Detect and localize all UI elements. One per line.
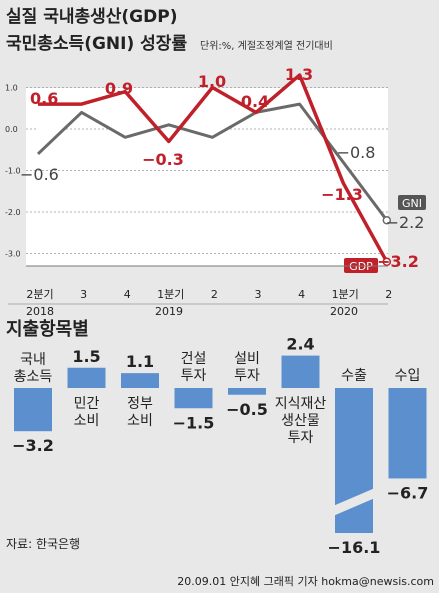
- bar-value-label: 1.5: [72, 347, 100, 366]
- bar-value-label: −3.2: [12, 436, 54, 455]
- bar-value-label: −0.5: [226, 400, 268, 419]
- gdp-data-label: 0.9: [105, 79, 133, 98]
- bar-value-label: −1.5: [173, 413, 215, 432]
- bar-category-label: 소비: [127, 413, 153, 429]
- bar: [121, 373, 159, 388]
- x-tick-label: 4: [298, 288, 305, 301]
- gni-data-label: −0.6: [20, 165, 59, 184]
- bar-break-mark: [333, 488, 375, 516]
- gdp-data-label: 1.3: [285, 65, 313, 84]
- bar-value-label: 1.1: [126, 352, 154, 371]
- gdp-data-label: 0.6: [30, 89, 58, 108]
- y-tick-label: -1.0: [5, 167, 21, 176]
- bar: [14, 388, 52, 432]
- bar-category-label: 생산물: [281, 413, 320, 429]
- gni-data-label: −0.8: [337, 143, 376, 162]
- bar-chart-title: 지출항목별: [6, 319, 89, 340]
- bar-category-label: 총소득: [14, 369, 53, 385]
- bar-value-label: 2.4: [286, 335, 314, 354]
- bar-category-label: 투자: [288, 430, 314, 446]
- bar-value-label: −16.1: [328, 538, 381, 557]
- svg-text:GNI: GNI: [402, 197, 422, 210]
- end-point-gni: [382, 216, 392, 225]
- bar-category-label: 정부: [127, 396, 153, 412]
- y-tick-label: -3.0: [5, 250, 21, 259]
- x-tick-label: 2: [211, 288, 218, 301]
- bar: [228, 388, 266, 395]
- bar-category-label: 설비: [234, 351, 260, 367]
- x-tick-label: 1분기: [157, 288, 184, 301]
- line-chart-title: 실질 국내총생산(GDP): [6, 6, 177, 27]
- bar-category-label: 지식재산: [275, 396, 327, 412]
- gni-data-label: −2.2: [386, 213, 425, 232]
- line-chart-series: [36, 73, 389, 263]
- line-chart-points: [382, 216, 392, 267]
- year-label: 2018: [26, 305, 54, 318]
- bar-category-label: 수출: [341, 368, 367, 384]
- bar-group: 수출 −16.1: [328, 368, 381, 557]
- year-label: 2019: [155, 305, 183, 318]
- bar-category-label: 건설: [181, 351, 207, 367]
- series-tag-gni: GNI: [398, 195, 426, 210]
- gdp-data-label: −0.3: [142, 150, 184, 169]
- bar: [388, 388, 427, 479]
- x-tick-label: 3: [255, 288, 262, 301]
- x-tick-label: 4: [124, 288, 131, 301]
- y-tick-label: -2.0: [5, 208, 21, 217]
- bar-category-label: 국내: [20, 352, 46, 368]
- gdp-data-label: 1.0: [198, 72, 226, 91]
- gap-area: [38, 75, 387, 262]
- line-chart-data-labels: 0.6 0.9 −0.3 1.0 0.4 1.3 −1.3 −3.2 −0.6 −0.8 −2.2 G…: [20, 65, 426, 273]
- source-note: 자료: 한국은행: [6, 536, 80, 551]
- line-chart-y-ticks: 1.0 0.0 -1.0 -2.0 -3.0: [5, 84, 21, 259]
- bar: [174, 388, 213, 409]
- y-tick-label: 1.0: [5, 84, 18, 93]
- x-tick-label: 3: [80, 288, 87, 301]
- end-point-gdp: [382, 257, 392, 267]
- line-chart-x-axis: 2분기 3 4 1분기 2 3 4 1분기 2 2018 2019 2020: [8, 265, 392, 318]
- bar-category-label: 수입: [395, 368, 421, 384]
- unit-note: 단위:%, 계절조정계열 전기대비: [200, 39, 333, 52]
- series-line-gdp: [38, 73, 389, 263]
- bar-category-label: 투자: [234, 368, 260, 384]
- gdp-data-label: 0.4: [241, 92, 269, 111]
- bar-category-label: 소비: [74, 413, 100, 429]
- bar: [67, 367, 106, 388]
- bar-value-label: −6.7: [387, 483, 429, 502]
- x-tick-label: 1분기: [332, 288, 359, 301]
- y-tick-label: 0.0: [5, 125, 18, 134]
- credit-line: 20.09.01 안지혜 그래픽 기자 hokma@newsis.com: [177, 575, 434, 588]
- gdp-data-label: −3.2: [377, 252, 419, 271]
- bar-category-label: 민간: [74, 396, 100, 412]
- x-tick-label: 2: [385, 288, 392, 301]
- gdp-data-label: −1.3: [321, 185, 363, 204]
- line-chart-title-2: 국민총소득(GNI) 성장률: [6, 34, 187, 54]
- bar-category-label: 투자: [181, 368, 207, 384]
- gdp-gni-gap-fill: [38, 75, 387, 262]
- x-tick-label: 2분기: [26, 288, 53, 301]
- bar: [281, 355, 320, 388]
- bar-group: 수입 −6.7: [387, 368, 429, 502]
- year-label: 2020: [330, 305, 358, 318]
